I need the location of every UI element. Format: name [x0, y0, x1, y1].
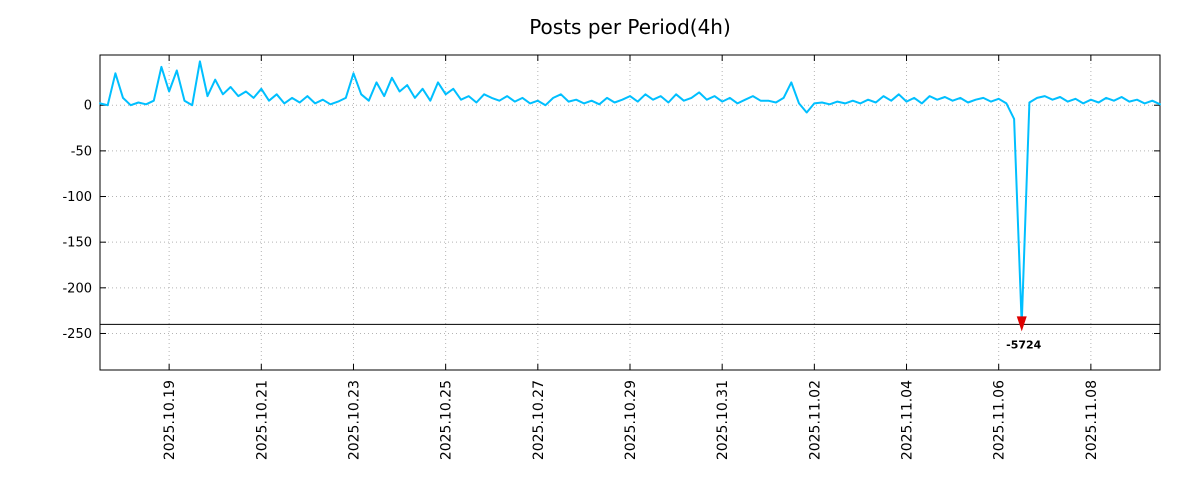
- series-line: [99, 60, 1161, 326]
- x-tick-label: 2025.10.19: [162, 380, 178, 460]
- min-value-label: -5724: [1006, 338, 1042, 351]
- y-tick-label: -50: [71, 144, 92, 159]
- x-tick-label: 2025.10.27: [531, 380, 547, 460]
- y-tick-label: -200: [62, 281, 92, 296]
- x-tick-label: 2025.11.02: [807, 380, 823, 460]
- x-tick-label: 2025.10.21: [254, 380, 270, 460]
- y-tick-label: -100: [62, 190, 92, 205]
- x-tick-label: 2025.10.25: [439, 380, 455, 460]
- x-tick-label: 2025.11.08: [1084, 380, 1100, 460]
- plot-border: [99, 54, 1161, 371]
- x-tick-label: 2025.11.04: [900, 380, 916, 460]
- chart-title: Posts per Period(4h): [529, 15, 731, 39]
- y-tick-label: -150: [62, 236, 92, 251]
- x-tick-label: 2025.11.06: [992, 380, 1008, 460]
- y-tick-label: -250: [62, 327, 92, 342]
- x-tick-label: 2025.10.31: [715, 380, 731, 460]
- x-tick-label: 2025.10.29: [623, 380, 639, 460]
- x-tick-label: 2025.10.23: [346, 380, 362, 460]
- plot-area: 0 -50 -100 -150 -200 -250 2025.10.19 2025.10.21…: [62, 54, 1161, 460]
- y-tick-label: 0: [84, 99, 92, 114]
- min-arrow-icon: [1016, 316, 1027, 332]
